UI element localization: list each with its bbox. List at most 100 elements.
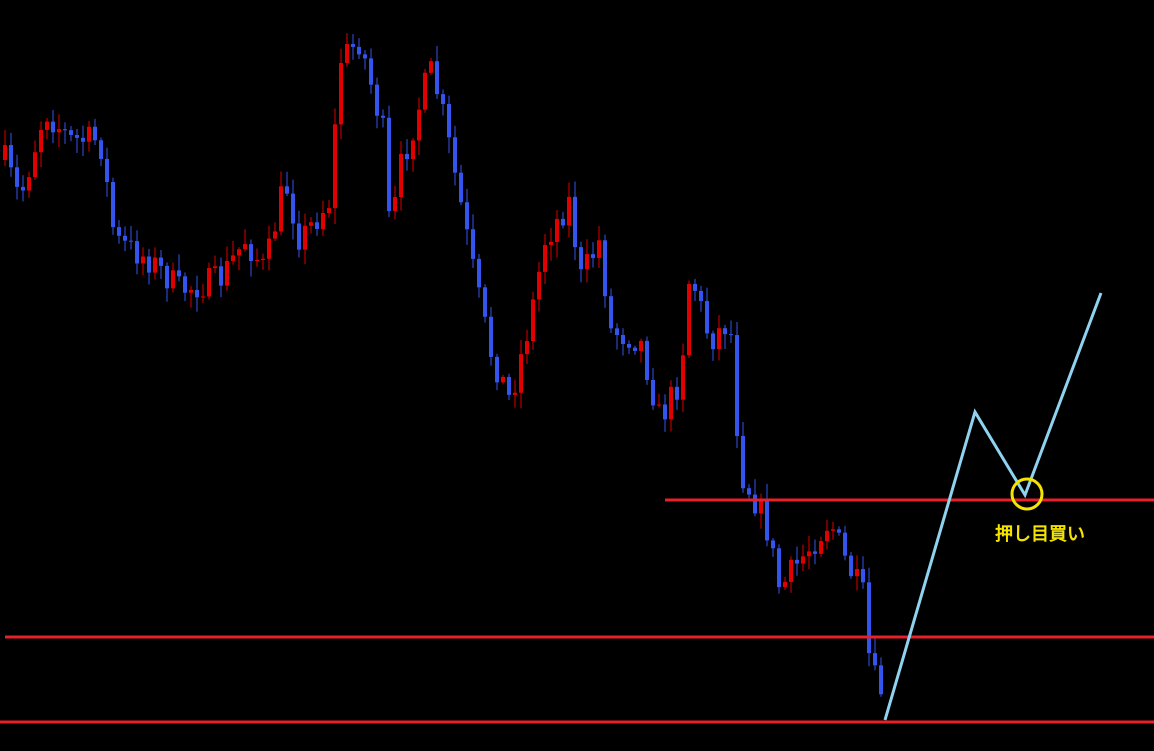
candle-body — [411, 140, 415, 160]
candle-body — [153, 257, 157, 273]
candle-body — [669, 386, 673, 420]
candle-body — [285, 186, 289, 194]
candle-body — [63, 129, 67, 131]
candle-body — [705, 301, 709, 334]
candle-body — [831, 529, 835, 531]
candle-body — [381, 115, 385, 118]
candle-body — [507, 376, 511, 395]
candle-body — [753, 494, 757, 514]
candle-body — [531, 299, 535, 342]
candle-body — [483, 287, 487, 317]
candle-body — [873, 653, 877, 666]
candle-body — [543, 244, 547, 272]
candle-body — [345, 43, 349, 63]
candle-body — [327, 208, 331, 213]
candle-body — [495, 356, 499, 383]
candle-body — [795, 559, 799, 564]
candle-body — [45, 121, 49, 130]
annotation: 押し目買い — [995, 523, 1085, 545]
candle-body — [27, 177, 31, 191]
candle-body — [177, 270, 181, 277]
candle-body — [759, 499, 763, 514]
candle-body — [333, 124, 337, 209]
candle-body — [579, 247, 583, 270]
candle-body — [633, 347, 637, 351]
candle-body — [477, 258, 481, 288]
candle-body — [417, 109, 421, 141]
candle-body — [447, 104, 451, 138]
candle-body — [111, 181, 115, 228]
candle-body — [549, 241, 553, 245]
candle-body — [195, 290, 199, 298]
candle-body — [255, 259, 259, 262]
candle-body — [135, 241, 139, 264]
candle-body — [471, 229, 475, 259]
candle-body — [423, 72, 427, 110]
candle-body — [771, 540, 775, 549]
candle-body — [819, 541, 823, 554]
candle-body — [489, 316, 493, 357]
candle-body — [51, 121, 55, 133]
candle-body — [123, 235, 127, 241]
candle-body — [57, 129, 61, 133]
candle-body — [855, 569, 859, 577]
candle-body — [783, 581, 787, 588]
candle-body — [405, 153, 409, 160]
candle-body — [687, 283, 691, 356]
candle-body — [807, 551, 811, 557]
entry-marker — [1010, 477, 1044, 511]
candle-body — [537, 271, 541, 300]
candle-body — [375, 84, 379, 116]
candle-body — [3, 145, 7, 160]
candle-body — [789, 559, 793, 582]
candle-body — [561, 218, 565, 226]
candle-body — [465, 202, 469, 230]
candle-body — [225, 260, 229, 286]
candle-body — [573, 196, 577, 248]
candle-body — [279, 186, 283, 232]
candle-body — [219, 266, 223, 286]
candle-body — [765, 499, 769, 541]
candle-body — [555, 218, 559, 242]
candle-body — [33, 152, 37, 178]
candle-body — [741, 435, 745, 489]
candle-body — [441, 94, 445, 105]
candle-body — [627, 343, 631, 348]
candle-body — [273, 231, 277, 239]
candle-body — [717, 328, 721, 350]
candle-body — [651, 379, 655, 406]
candle-body — [321, 212, 325, 229]
candle-body — [303, 225, 307, 250]
candle-body — [189, 290, 193, 293]
candle-body — [861, 569, 865, 583]
candle-body — [459, 172, 463, 203]
candle-body — [525, 341, 529, 355]
candle-body — [639, 340, 643, 351]
candle-body — [393, 197, 397, 212]
candle-body — [735, 335, 739, 436]
candle-body — [15, 167, 19, 187]
candle-body — [837, 529, 841, 533]
candle-body — [117, 227, 121, 236]
candle-body — [309, 222, 313, 226]
candle-body — [663, 404, 667, 420]
candle-body — [879, 665, 883, 695]
candle-body — [813, 551, 817, 554]
candle-body — [243, 244, 247, 250]
candle-body — [399, 153, 403, 198]
candle-body — [261, 258, 265, 260]
candle-body — [693, 283, 697, 291]
candle-body — [747, 488, 751, 495]
candle-body — [435, 61, 439, 95]
candle-body — [21, 186, 25, 191]
candle-body — [213, 266, 217, 269]
candle-body — [147, 256, 151, 273]
candle-body — [87, 126, 91, 142]
candle-body — [609, 296, 613, 329]
candle-body — [591, 254, 595, 259]
candle-body — [711, 333, 715, 350]
candle-body — [729, 334, 733, 336]
